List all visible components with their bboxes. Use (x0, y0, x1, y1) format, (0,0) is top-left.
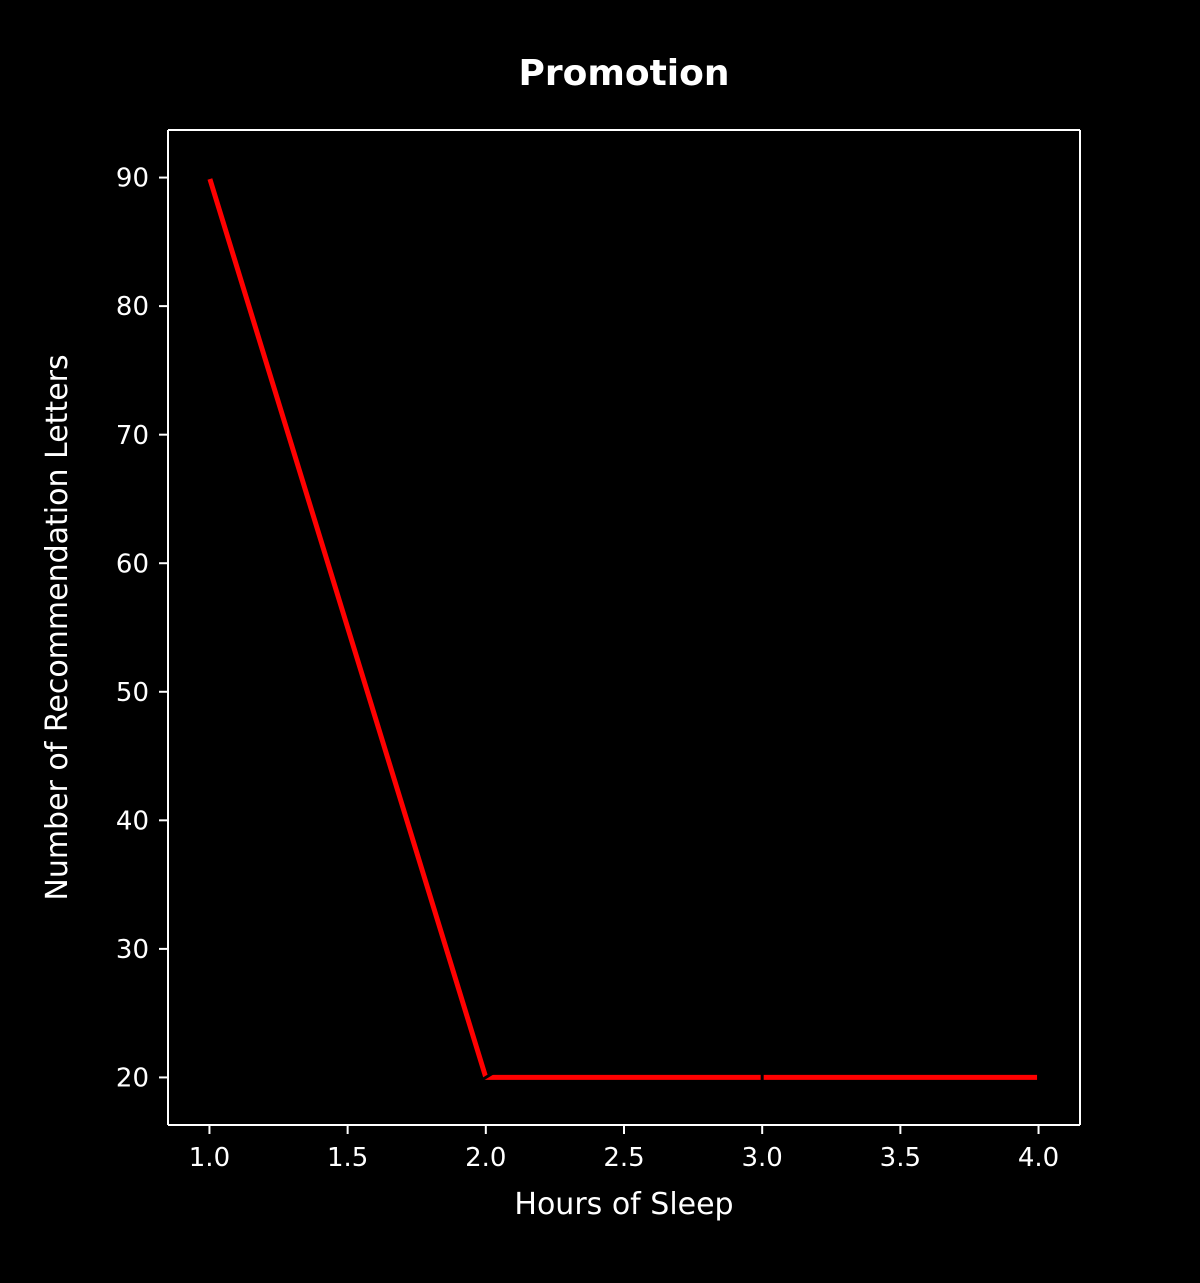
x-tick-label: 3.5 (880, 1143, 921, 1173)
y-tick-label: 70 (116, 421, 149, 451)
y-tick-label: 90 (116, 164, 149, 194)
x-tick-label: 2.0 (465, 1143, 506, 1173)
chart-container: 1.0 1.5 2.0 2.5 3.0 3.5 4.0 20 30 40 50 60 70 80 90 P… (0, 0, 1200, 1283)
chart-background (0, 0, 1200, 1283)
x-tick-label: 1.5 (327, 1143, 368, 1173)
x-tick-label: 3.0 (742, 1143, 783, 1173)
y-tick-label: 60 (116, 549, 149, 579)
y-tick-label: 30 (116, 935, 149, 965)
line-chart: 1.0 1.5 2.0 2.5 3.0 3.5 4.0 20 30 40 50 60 70 80 90 P… (0, 0, 1200, 1283)
y-tick-label: 50 (116, 678, 149, 708)
x-axis-label: Hours of Sleep (514, 1187, 733, 1222)
y-tick-label: 20 (116, 1064, 149, 1094)
x-tick-label: 2.5 (603, 1143, 644, 1173)
y-axis-label: Number of Recommendation Letters (40, 354, 75, 900)
x-tick-label: 4.0 (1018, 1143, 1059, 1173)
y-tick-label: 80 (116, 292, 149, 322)
y-tick-label: 40 (116, 806, 149, 836)
chart-title: Promotion (518, 53, 729, 94)
x-tick-label: 1.0 (189, 1143, 230, 1173)
